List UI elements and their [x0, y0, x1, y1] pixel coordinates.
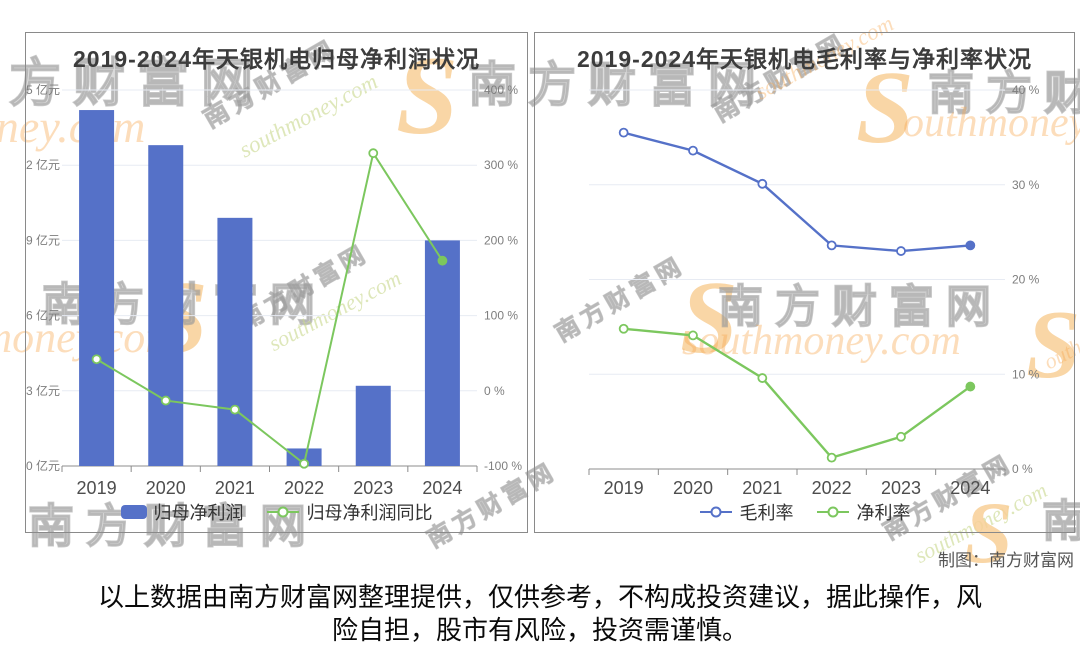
disclaimer-text: 以上数据由南方财富网整理提供，仅供参考，不构成投资建议，据此操作，风 险自担，股… [0, 581, 1080, 647]
legend-item-net-profit-yoy[interactable]: 归母净利润同比 [266, 499, 433, 525]
line-marker-icon [699, 506, 732, 518]
x-axis-labels: 2019 2020 2021 2022 2023 2024 [77, 478, 463, 498]
svg-text:2024: 2024 [422, 478, 462, 498]
margin-chart-panel: 40 % 30 % 20 % 10 % 0 % 2019 2020 2021 2022 2023 2… [534, 32, 1075, 533]
svg-text:30 %: 30 % [1012, 178, 1040, 192]
right-axis-labels: 400 % 300 % 200 % 100 % 0 % -100 % [484, 83, 522, 473]
margin-chart-legend: 毛利率 净利率 [535, 499, 1074, 525]
svg-text:2023: 2023 [353, 478, 393, 498]
margin-chart-title: 2019-2024年天银机电毛利率与净利率状况 [577, 46, 1032, 72]
svg-text:2023: 2023 [881, 478, 921, 498]
svg-text:2020: 2020 [673, 478, 713, 498]
svg-text:200 %: 200 % [484, 233, 518, 247]
legend-label: 净利率 [856, 503, 911, 523]
svg-text:0.6 亿元: 0.6 亿元 [26, 308, 60, 323]
svg-text:-100 %: -100 % [484, 459, 522, 473]
gross-margin-line-series [623, 131, 971, 253]
x-axis [61, 465, 478, 472]
svg-text:0 %: 0 % [1012, 462, 1033, 476]
x-axis [588, 468, 1006, 475]
bar-swatch-icon [120, 505, 147, 519]
svg-text:0 亿元: 0 亿元 [26, 458, 60, 473]
svg-text:2021: 2021 [742, 478, 782, 498]
svg-text:2022: 2022 [812, 478, 852, 498]
margin-chart-canvas: 40 %30 %20 %10 %0 %2019 2020 2021 2022 2023 2… [588, 83, 1040, 498]
net-profit-chart-title: 2019-2024年天银机电归母净利润状况 [73, 46, 480, 72]
legend-item-gross-margin[interactable]: 毛利率 [699, 499, 794, 525]
net-profit-chart-canvas: 1.5 亿元 1.2 亿元 0.9 亿元 0.6 亿元 0.3 亿元 0 亿元 400 % 3… [26, 82, 522, 498]
disclaimer-line-1: 以上数据由南方财富网整理提供，仅供参考，不构成投资建议，据此操作，风 [97, 582, 982, 612]
net-margin-line-markers [618, 323, 976, 463]
svg-text:2022: 2022 [284, 478, 324, 498]
svg-text:2021: 2021 [215, 478, 255, 498]
svg-text:2020: 2020 [146, 478, 186, 498]
net-margin-line-series [623, 327, 972, 460]
line-marker-icon [816, 506, 849, 518]
svg-text:0.9 亿元: 0.9 亿元 [26, 232, 60, 247]
left-axis-labels: 1.5 亿元 1.2 亿元 0.9 亿元 0.6 亿元 0.3 亿元 0 亿元 [26, 82, 60, 473]
gridlines [62, 89, 477, 392]
legend-label: 毛利率 [739, 503, 794, 523]
net-profit-bar-series [79, 110, 460, 466]
svg-text:40 %: 40 % [1012, 83, 1040, 97]
svg-text:400 %: 400 % [484, 83, 518, 97]
legend-item-net-margin[interactable]: 净利率 [816, 499, 911, 525]
svg-text:300 %: 300 % [484, 158, 518, 172]
legend-label: 归母净利润 [153, 503, 244, 523]
attribution-text: 制图：南方财富网 [938, 551, 1074, 570]
svg-text:1.5 亿元: 1.5 亿元 [26, 82, 60, 97]
legend-label: 归母净利润同比 [306, 503, 433, 523]
svg-text:2019: 2019 [604, 478, 644, 498]
svg-text:0 %: 0 % [484, 384, 505, 398]
x-axis-labels: 2019 2020 2021 2022 2023 2024 [604, 478, 991, 498]
svg-text:2024: 2024 [950, 478, 990, 498]
svg-text:10 %: 10 % [1012, 367, 1040, 381]
net-profit-chart-panel: 1.5 亿元 1.2 亿元 0.9 亿元 0.6 亿元 0.3 亿元 0 亿元 400 % 3… [25, 32, 528, 533]
right-axis-labels: 40 % 30 % 20 % 10 % 0 % [1012, 83, 1040, 476]
line-marker-icon [266, 506, 299, 518]
svg-text:2019: 2019 [77, 478, 117, 498]
disclaimer-line-2: 险自担，股市有风险，投资需谨慎。 [331, 615, 748, 645]
svg-text:0.3 亿元: 0.3 亿元 [26, 383, 60, 398]
legend-item-net-profit[interactable]: 归母净利润 [120, 499, 244, 525]
gridlines [589, 89, 1005, 375]
svg-text:1.2 亿元: 1.2 亿元 [26, 157, 60, 172]
net-profit-chart-legend: 归母净利润 归母净利润同比 [26, 499, 527, 525]
yoy-line-markers [91, 148, 448, 469]
svg-text:20 %: 20 % [1012, 273, 1040, 287]
yoy-line-series [96, 150, 444, 466]
gross-margin-line-markers [618, 127, 976, 256]
svg-text:100 %: 100 % [484, 309, 518, 323]
